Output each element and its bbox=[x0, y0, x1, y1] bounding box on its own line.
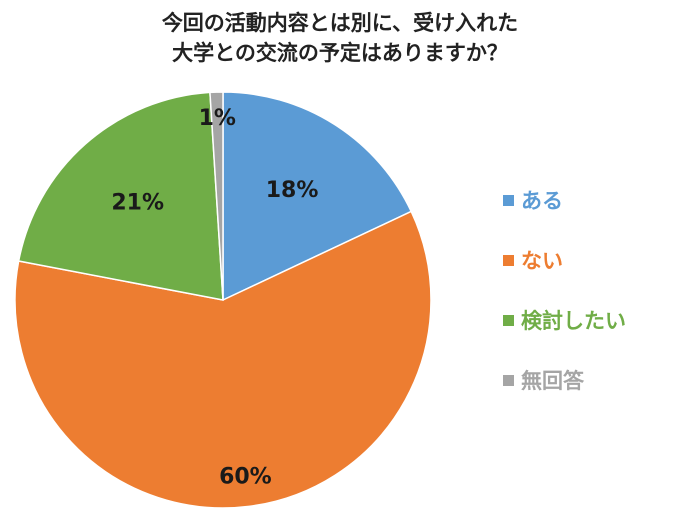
pie-slice-0 bbox=[222, 91, 413, 302]
legend-item-nai: ない bbox=[503, 243, 626, 277]
slice-label-0: 18% bbox=[266, 178, 319, 203]
legend-label-kentou: 検討したい bbox=[521, 309, 626, 333]
pie-slice-3 bbox=[209, 91, 224, 301]
legend-item-aru: ある bbox=[503, 183, 626, 217]
pie-slice-2 bbox=[17, 91, 224, 301]
slice-label-1: 60% bbox=[219, 465, 272, 490]
slice-label-2: 21% bbox=[111, 190, 164, 215]
legend-swatch-kentou bbox=[503, 314, 514, 326]
legend-label-nai: ない bbox=[521, 249, 563, 273]
legend-label-aru: ある bbox=[521, 189, 563, 213]
chart-title: 今回の活動内容とは別に、受け入れた 大学との交流の予定はありますか？ bbox=[0, 8, 680, 68]
legend-label-mukaitou: 無回答 bbox=[521, 369, 584, 393]
legend-swatch-nai bbox=[503, 254, 514, 266]
chart-title-line-1: 今回の活動内容とは別に、受け入れた bbox=[161, 11, 519, 35]
pie-slice-1 bbox=[14, 210, 432, 509]
legend-item-kentou: 検討したい bbox=[503, 303, 626, 337]
chart-title-line-2: 大学との交流の予定はありますか？ bbox=[172, 41, 508, 65]
legend-swatch-aru bbox=[503, 194, 514, 206]
chart-legend: ある ない 検討したい 無回答 bbox=[503, 183, 626, 423]
slice-label-3: 1% bbox=[199, 106, 236, 131]
legend-swatch-mukaitou bbox=[503, 374, 514, 386]
legend-item-mukaitou: 無回答 bbox=[503, 363, 626, 397]
